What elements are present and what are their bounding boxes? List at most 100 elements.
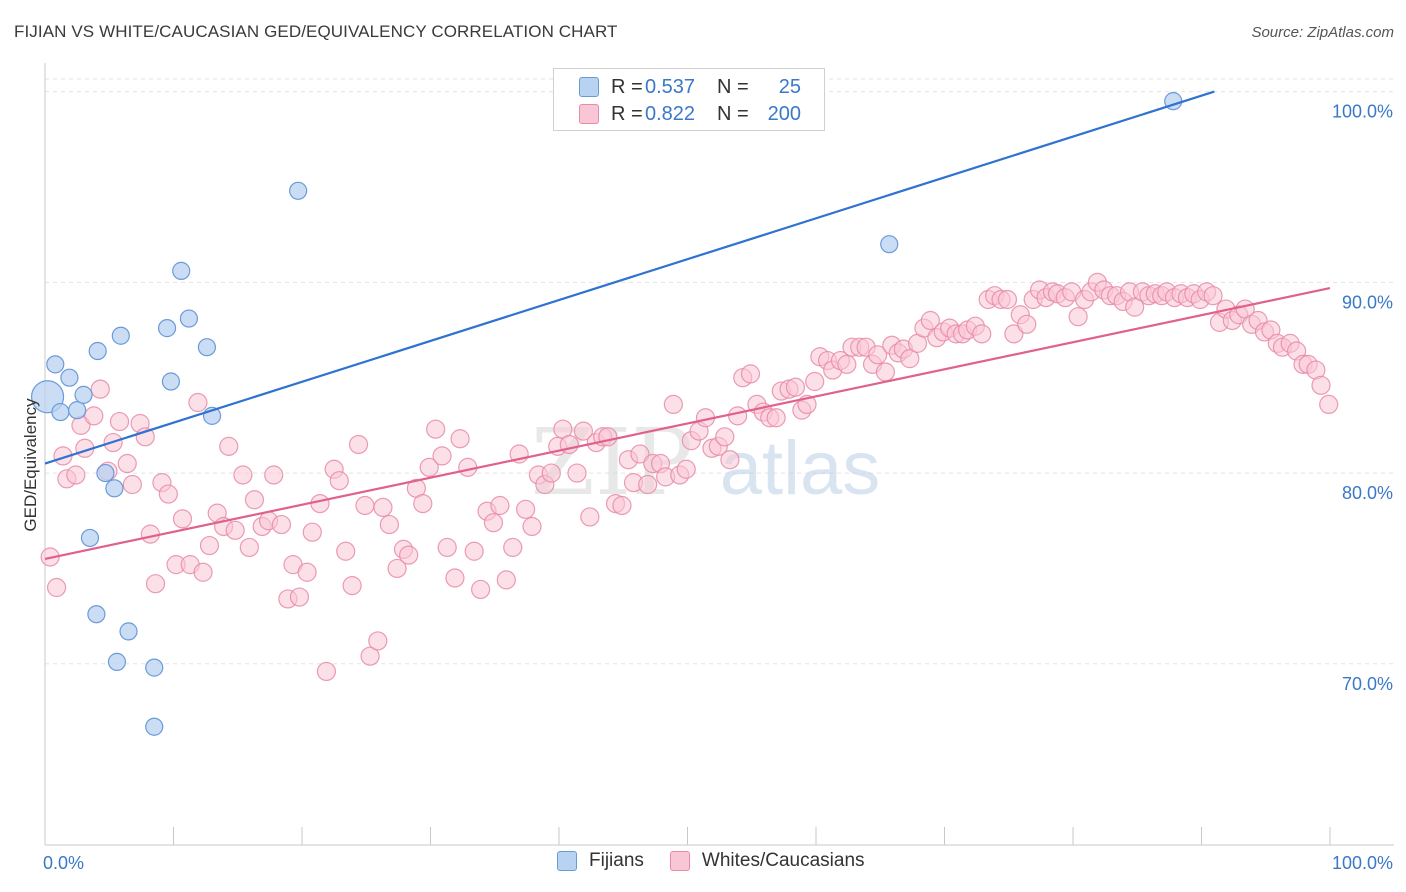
whites-point <box>387 558 407 579</box>
whites-point <box>522 516 542 537</box>
series-legend: Fijians Whites/Caucasians <box>557 850 891 872</box>
whites-point <box>122 474 142 495</box>
whites-point <box>630 444 650 464</box>
legend-row-whites: R = 0.822 N = 200 <box>579 102 801 126</box>
whites-point <box>432 446 452 466</box>
n-value-fijians: 25 <box>778 75 801 98</box>
y-tick-label: 90.0% <box>1342 292 1393 312</box>
fijians-point <box>880 235 899 254</box>
chart-title: FIJIAN VS WHITE/CAUCASIAN GED/EQUIVALENC… <box>14 22 618 41</box>
whites-point <box>503 537 523 558</box>
r-value-whites: 0.822 <box>645 102 696 125</box>
y-tick-label: 100.0% <box>1332 102 1393 122</box>
whites-point <box>972 324 992 344</box>
fijians-point <box>111 326 130 345</box>
whites-point <box>715 427 735 447</box>
whites-point <box>336 541 356 561</box>
fijians-point <box>51 402 70 422</box>
whites-point <box>199 535 220 556</box>
whites-point <box>90 379 110 399</box>
whites-point <box>233 465 253 485</box>
fijians-point <box>107 652 127 671</box>
fijians-point <box>179 309 199 328</box>
fijians-point <box>80 528 100 548</box>
whites-swatch <box>669 851 690 871</box>
whites-point <box>1068 307 1088 327</box>
whites-point <box>740 364 761 384</box>
whites-point <box>310 493 330 514</box>
whites-point <box>676 459 696 479</box>
whites-point <box>1017 314 1037 334</box>
legend-label-whites: Whites/Caucasians <box>701 850 865 871</box>
whites-point <box>342 576 362 596</box>
whites-trend-line <box>44 286 1331 560</box>
whites-point <box>244 490 265 510</box>
n-label: N = <box>717 102 749 125</box>
fijians-swatch <box>579 77 599 97</box>
y-axis-label: GED/Equivalency <box>21 398 40 532</box>
whites-point <box>413 493 433 514</box>
fijians-point <box>87 605 106 624</box>
whites-point <box>329 471 349 491</box>
whites-point <box>541 463 561 483</box>
whites-point <box>805 371 825 392</box>
whites-point <box>496 570 516 590</box>
whites-point <box>997 289 1018 310</box>
legend-row-fijians: R = 0.537 N = 25 <box>579 75 801 99</box>
fijians-point <box>96 463 115 483</box>
whites-point <box>573 421 594 441</box>
source-label: Source: ZipAtlas.com <box>1251 24 1394 41</box>
grid-layer <box>45 78 1394 665</box>
whites-point <box>368 631 388 651</box>
whites-point <box>302 522 322 542</box>
fijians-point <box>197 338 217 357</box>
whites-point <box>450 429 470 449</box>
whites-point <box>900 349 920 369</box>
whites-point <box>598 427 618 447</box>
whites-point <box>355 495 375 516</box>
x-tick-label: 0.0% <box>43 853 84 873</box>
whites-point <box>172 509 193 529</box>
whites-point <box>271 514 292 535</box>
whites-point <box>84 406 104 426</box>
fijians-point <box>46 355 65 374</box>
whites-point <box>399 545 419 565</box>
whites-point <box>483 513 504 533</box>
fijians-point <box>119 622 138 641</box>
whites-point <box>490 495 510 516</box>
whites-point <box>379 514 399 535</box>
whites-point <box>419 457 439 477</box>
whites-point <box>1319 394 1339 415</box>
fijians-point <box>289 181 308 200</box>
axis-layer <box>44 63 1394 846</box>
whites-point <box>219 436 239 456</box>
fijians-point <box>145 717 164 736</box>
whites-point <box>720 450 740 470</box>
whites-point <box>837 354 857 374</box>
whites-point <box>728 406 748 426</box>
legend-item-whites[interactable]: Whites/Caucasians <box>669 850 865 872</box>
legend-item-fijians[interactable]: Fijians <box>557 850 644 872</box>
fijians-point <box>161 372 181 391</box>
whites-point <box>46 577 67 598</box>
whites-point <box>297 562 317 582</box>
whites-point <box>66 465 86 485</box>
whites-point <box>348 434 369 455</box>
whites-point <box>515 499 536 519</box>
fijians-point <box>74 385 93 404</box>
fijians-point <box>145 658 164 677</box>
whites-point <box>785 377 806 397</box>
whites-point <box>1125 297 1145 317</box>
fijians-point <box>157 319 177 338</box>
whites-point <box>638 474 658 495</box>
whites-point <box>145 574 166 594</box>
series-whites-points <box>40 272 1339 682</box>
r-label: R = <box>611 75 643 98</box>
whites-point <box>239 537 259 558</box>
whites-point <box>373 497 393 518</box>
r-label: R = <box>611 102 643 125</box>
whites-point <box>437 537 457 558</box>
fijians-swatch <box>557 851 577 871</box>
y-tick-label: 70.0% <box>1342 674 1393 694</box>
trend-lines <box>44 90 1331 560</box>
